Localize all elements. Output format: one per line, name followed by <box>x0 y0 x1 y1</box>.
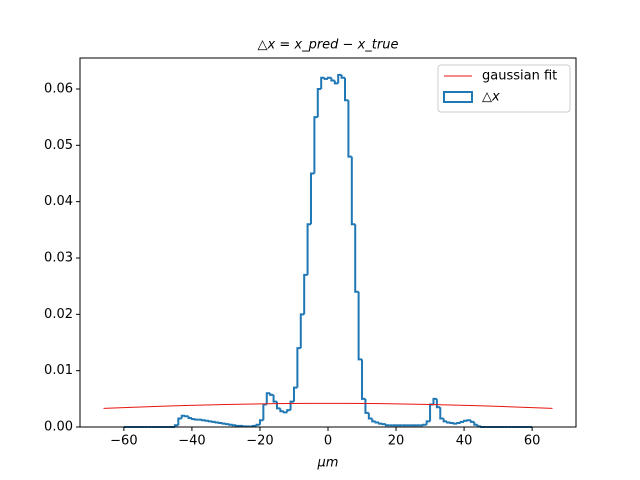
histogram-step <box>422 423 427 426</box>
fit-line <box>103 402 553 409</box>
histogram-step <box>269 393 274 396</box>
histogram-step <box>432 397 437 405</box>
x-tick-label: 20 <box>388 434 405 449</box>
histogram-step <box>381 423 386 426</box>
x-tick-label: −20 <box>246 434 273 449</box>
legend-patch <box>443 91 473 103</box>
histogram-step <box>282 411 288 414</box>
histogram-step <box>272 394 277 403</box>
y-tick-label: 0.00 <box>44 420 73 435</box>
x-tick-label: 60 <box>524 434 541 449</box>
legend-label: gaussian fit <box>482 69 557 84</box>
histogram-step <box>439 407 444 420</box>
histogram-step <box>473 421 478 426</box>
histogram-step <box>241 425 247 428</box>
histogram-step <box>211 420 216 423</box>
histogram-step <box>194 418 199 421</box>
histogram-step <box>184 415 189 418</box>
histogram-step <box>303 273 308 315</box>
histogram-step <box>316 87 322 118</box>
histogram-step <box>452 422 458 425</box>
histogram-step <box>371 418 376 423</box>
histogram-step <box>207 420 213 423</box>
histogram-step <box>177 417 182 426</box>
histogram-step <box>201 419 206 422</box>
histogram-step <box>459 420 465 424</box>
histogram-step <box>218 422 223 425</box>
y-tick-label: 0.01 <box>44 363 73 378</box>
legend-label: △x <box>482 90 500 105</box>
histogram-step <box>258 419 264 425</box>
histogram-step <box>330 77 335 82</box>
histogram-step <box>289 400 294 411</box>
histogram-step <box>337 73 342 84</box>
histogram-step <box>463 419 468 422</box>
histogram-step <box>235 424 240 427</box>
y-tick-label: 0.03 <box>44 250 73 265</box>
histogram-step <box>350 156 356 226</box>
y-tick-label: 0.06 <box>44 81 73 96</box>
y-tick-label: 0.04 <box>44 194 73 209</box>
histogram-step <box>262 403 267 421</box>
histogram-step <box>357 291 363 361</box>
histogram-step <box>313 116 318 174</box>
histogram-step <box>231 424 237 427</box>
x-tick-label: 0 <box>324 434 332 449</box>
histogram-step <box>173 424 179 427</box>
histogram-step <box>180 414 186 419</box>
histogram-step <box>347 100 352 158</box>
histogram-step <box>449 422 454 425</box>
histogram-step <box>446 421 451 424</box>
histogram-step <box>354 224 359 293</box>
histogram-step <box>279 408 284 413</box>
histogram-step <box>309 172 315 225</box>
x-tick-label: −60 <box>110 434 137 449</box>
histogram-step <box>442 418 448 423</box>
histogram-step <box>228 423 233 426</box>
histogram-step <box>384 424 390 427</box>
histogram-step <box>333 80 339 85</box>
histogram-step <box>367 412 373 420</box>
histogram-step <box>456 422 461 425</box>
y-tick-label: 0.02 <box>44 307 73 322</box>
histogram-step <box>476 424 482 428</box>
histogram-step <box>425 420 431 425</box>
histogram-step <box>466 419 471 422</box>
histogram-step <box>306 223 311 275</box>
histogram-step <box>361 359 366 400</box>
histogram-step <box>327 76 332 79</box>
x-tick-label: 40 <box>456 434 473 449</box>
histogram-step <box>340 74 346 79</box>
histogram-step <box>344 77 349 102</box>
histogram-step <box>252 424 257 427</box>
histogram-step <box>320 76 325 89</box>
y-tick-label: 0.05 <box>44 138 73 153</box>
histogram-step <box>255 423 260 426</box>
histogram-step <box>224 423 230 426</box>
histogram-step <box>469 420 475 423</box>
x-tick-label: −40 <box>178 434 205 449</box>
histogram-step <box>323 77 328 80</box>
histogram-step <box>286 409 291 413</box>
histogram-step <box>378 422 383 425</box>
histogram-step <box>214 421 220 424</box>
histogram-step <box>374 421 380 424</box>
chart-title: △x = x_pred − x_true <box>258 38 399 53</box>
histogram-step <box>204 419 209 422</box>
histogram-step <box>296 347 301 388</box>
histogram-step <box>265 392 271 405</box>
x-axis-label: μm <box>317 456 339 471</box>
histogram-step <box>190 417 196 421</box>
histogram-step <box>299 313 305 349</box>
histogram-step <box>292 386 298 402</box>
histogram-step <box>187 416 192 419</box>
histogram-step <box>435 398 441 409</box>
histogram-step <box>221 422 226 425</box>
